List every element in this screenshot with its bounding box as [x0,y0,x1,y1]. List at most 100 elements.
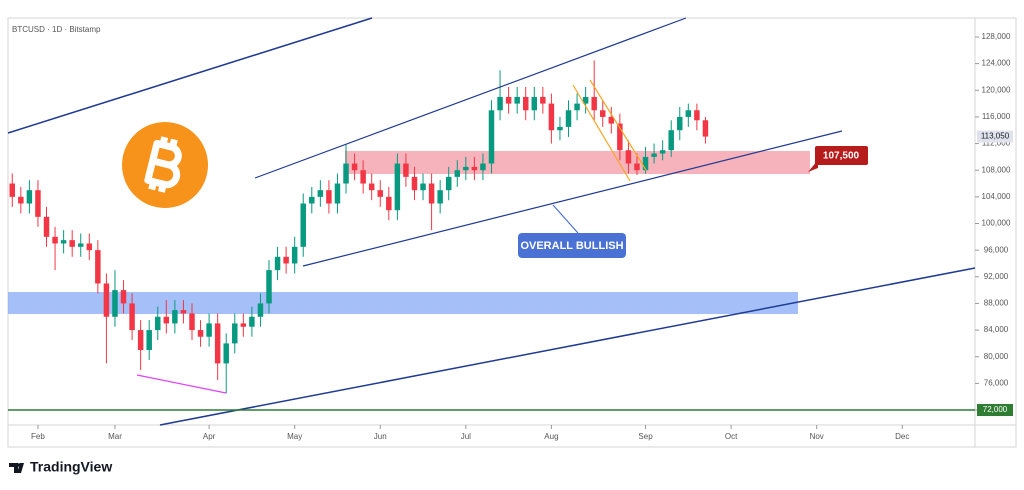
candle-body [360,170,366,184]
candle-body [274,256,281,271]
callout-box [815,146,868,165]
y-tick-label: 104,000 [982,192,1011,201]
candle-body [223,343,229,364]
candle-body [146,330,152,351]
candle-body [480,163,486,171]
candle-body [317,190,324,197]
candle-body [309,196,315,204]
trendline [302,130,843,267]
y-tick-label: 128,000 [982,32,1011,41]
candle-body [43,216,50,237]
candle-body [197,330,204,337]
candle-body [659,150,666,154]
symbol-label: BTCUSD · 1D · Bitstamp [12,25,101,34]
x-tick-label: May [287,432,302,441]
candle-body [694,110,700,121]
candle-body [574,103,580,111]
x-tick-label: Jun [374,432,387,441]
candle-body [497,96,503,111]
candle-body [137,330,144,351]
candle-body [249,316,255,327]
candle-body [266,270,272,304]
callout-text: 107,500 [823,151,860,162]
candle-body [540,96,546,104]
candle-body [505,96,512,104]
x-tick-label: Nov [810,432,824,441]
x-tick-label: Apr [203,432,216,441]
candle-body [103,283,110,317]
candle-body [155,316,161,331]
candle-body [488,110,495,164]
candle-body [60,240,67,244]
last-price-label: 113,050 [981,132,1010,141]
candle-body [189,313,195,331]
brand-name: TradingView [30,459,112,475]
candle-body [394,163,401,211]
candle-body [702,120,709,137]
candle-body [368,183,375,191]
y-tick-label: 116,000 [982,112,1011,121]
y-tick-label: 84,000 [984,325,1009,334]
annotation-bubble [518,233,626,258]
x-tick-label: Mar [108,432,122,441]
annotation-text: OVERALL BULLISH [520,240,623,252]
brand-logo [9,463,24,473]
candle-body [86,243,93,251]
chart-frame [7,17,1017,448]
candle-body [180,310,187,314]
candle-body [206,323,212,337]
y-tick-label: 108,000 [982,165,1011,174]
candle-body [386,196,392,211]
y-tick-label: 124,000 [982,59,1011,68]
candle-body [326,190,332,204]
candle-body [129,303,135,331]
candle-body [112,290,118,317]
y-tick-label: 120,000 [982,85,1011,94]
y-tick-label: 112,000 [982,139,1011,148]
candle-body [642,156,649,171]
candle-body [377,190,383,197]
x-tick-label: Sep [638,432,653,441]
candle-body [565,110,572,127]
candle-body [334,183,341,204]
candle-body [35,190,41,217]
y-tick-label: 80,000 [984,352,1009,361]
candle-body [625,150,632,164]
candle-body [608,116,615,124]
trendline [7,17,373,134]
candle-body [26,190,33,204]
candle-body [232,323,238,344]
candle-body [617,123,623,151]
candle-body [471,166,478,171]
level-label: 72,000 [983,405,1008,414]
flag-line [589,79,647,171]
candle-body [591,96,597,111]
candle-body [403,163,409,177]
y-tick-label: 88,000 [984,299,1009,308]
candle-body [685,110,692,117]
candle-body [557,126,563,131]
candle-body [600,110,606,117]
candle-body [514,96,520,104]
candle-body [300,203,306,247]
candle-body [9,183,16,197]
candle-body [634,163,640,171]
y-tick-label: 100,000 [982,219,1011,228]
y-tick-label: 96,000 [984,245,1009,254]
divergence-line [136,374,227,394]
candle-body [52,236,58,244]
candle-body [437,190,443,204]
x-tick-label: Dec [895,432,909,441]
candle-body [240,323,247,327]
candle-body [463,166,469,171]
x-tick-label: Feb [31,432,45,441]
trendline [159,267,976,426]
candle-body [428,183,435,204]
candle-body [163,316,170,324]
annotation-pointer [552,204,579,234]
candle-body [283,256,289,264]
x-tick-label: Jul [461,432,471,441]
y-tick-label: 92,000 [984,272,1009,281]
level-label-box [977,404,1013,417]
